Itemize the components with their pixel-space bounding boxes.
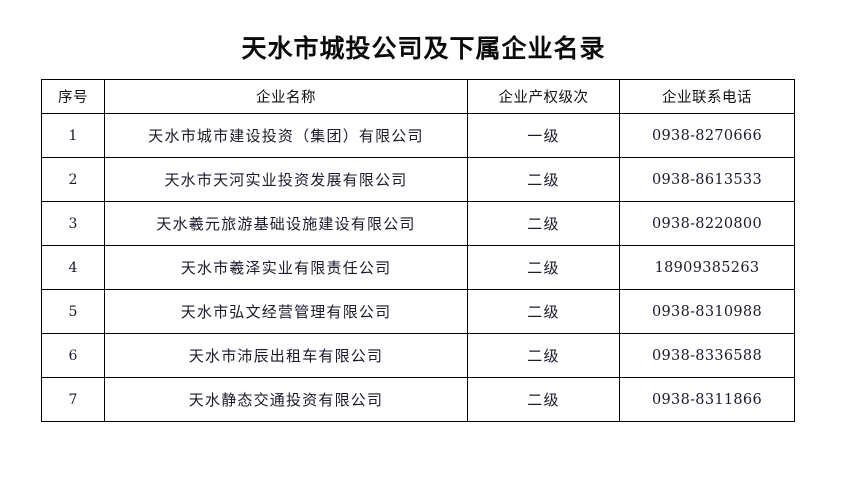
cell-ownership-level: 二级 [467,289,620,334]
cell-company-name: 天水市城市建设投资（集团）有限公司 [104,113,468,158]
table-row: 6 天水市沛辰出租车有限公司 二级 0938-8336588 [41,333,795,378]
cell-index: 7 [41,377,105,422]
table-row: 5 天水市弘文经营管理有限公司 二级 0938-8310988 [41,289,795,334]
column-header-phone: 企业联系电话 [619,79,795,114]
cell-index: 5 [41,289,105,334]
table-body: 1 天水市城市建设投资（集团）有限公司 一级 0938-8270666 2 天水… [41,113,795,422]
column-header-name: 企业名称 [104,79,468,114]
cell-index: 1 [41,113,105,158]
cell-contact-phone: 0938-8613533 [619,157,795,202]
cell-company-name: 天水市沛辰出租车有限公司 [104,333,468,378]
cell-index: 2 [41,157,105,202]
column-header-index: 序号 [41,79,105,114]
cell-ownership-level: 二级 [467,201,620,246]
column-header-level: 企业产权级次 [467,79,620,114]
cell-index: 4 [41,245,105,290]
company-directory-table: 序号 企业名称 企业产权级次 企业联系电话 1 天水市城市建设投资（集团）有限公… [41,79,795,422]
cell-contact-phone: 0938-8220800 [619,201,795,246]
page-title: 天水市城投公司及下属企业名录 [241,34,606,63]
cell-ownership-level: 二级 [467,377,620,422]
table-row: 1 天水市城市建设投资（集团）有限公司 一级 0938-8270666 [41,113,795,158]
cell-company-name: 天水市弘文经营管理有限公司 [104,289,468,334]
cell-contact-phone: 18909385263 [619,245,795,290]
table-header: 序号 企业名称 企业产权级次 企业联系电话 [41,79,795,114]
cell-company-name: 天水市羲泽实业有限责任公司 [104,245,468,290]
cell-contact-phone: 0938-8336588 [619,333,795,378]
cell-company-name: 天水羲元旅游基础设施建设有限公司 [104,201,468,246]
cell-index: 3 [41,201,105,246]
cell-ownership-level: 二级 [467,245,620,290]
cell-ownership-level: 一级 [467,113,620,158]
table-header-row: 序号 企业名称 企业产权级次 企业联系电话 [41,79,795,114]
cell-ownership-level: 二级 [467,333,620,378]
cell-ownership-level: 二级 [467,157,620,202]
cell-contact-phone: 0938-8270666 [619,113,795,158]
table-row: 2 天水市天河实业投资发展有限公司 二级 0938-8613533 [41,157,795,202]
table-row: 4 天水市羲泽实业有限责任公司 二级 18909385263 [41,245,795,290]
table-row: 3 天水羲元旅游基础设施建设有限公司 二级 0938-8220800 [41,201,795,246]
cell-index: 6 [41,333,105,378]
cell-company-name: 天水市天河实业投资发展有限公司 [104,157,468,202]
table-row: 7 天水静态交通投资有限公司 二级 0938-8311866 [41,377,795,422]
cell-company-name: 天水静态交通投资有限公司 [104,377,468,422]
cell-contact-phone: 0938-8310988 [619,289,795,334]
company-directory-table-wrapper: 序号 企业名称 企业产权级次 企业联系电话 1 天水市城市建设投资（集团）有限公… [41,79,795,422]
cell-contact-phone: 0938-8311866 [619,377,795,422]
